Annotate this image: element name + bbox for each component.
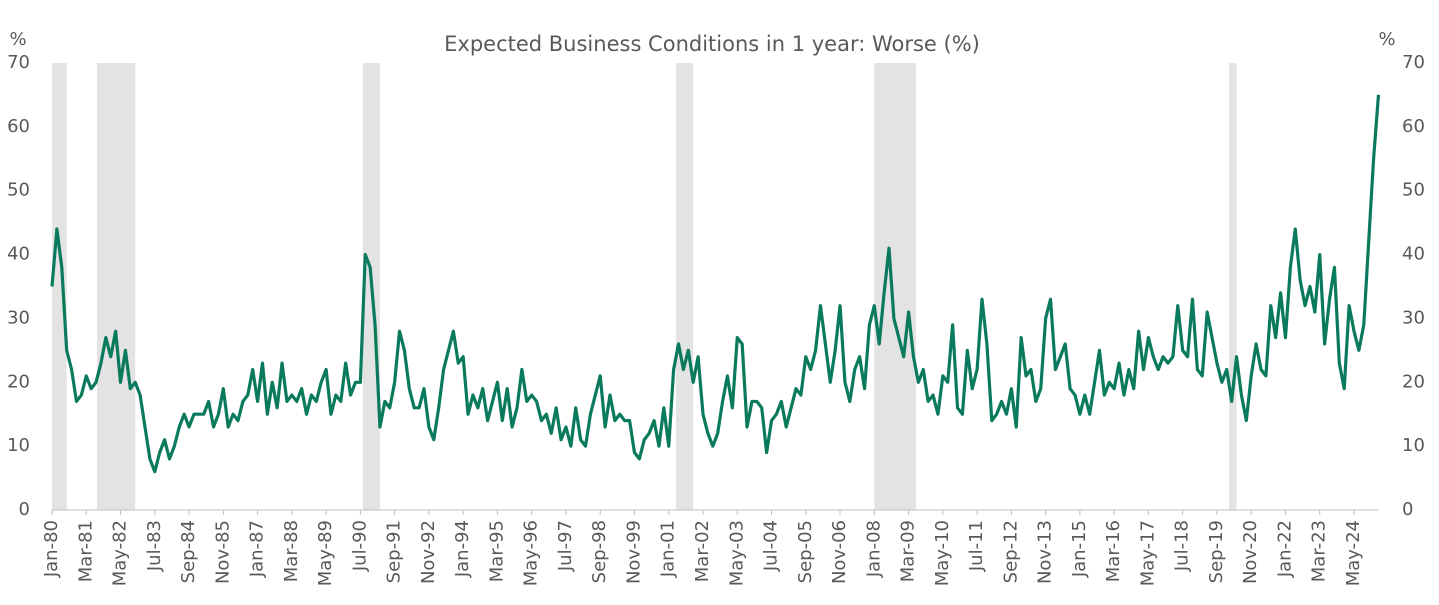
y2-tick-label: 70 (1402, 52, 1425, 73)
y-tick-label: 60 (7, 116, 30, 137)
x-tick-label: Sep-98 (589, 520, 610, 583)
x-tick-label: Jul-97 (555, 520, 576, 572)
x-tick-label: Jan-94 (452, 520, 473, 578)
x-tick-label: Nov-06 (829, 520, 850, 584)
x-tick-label: Sep-05 (795, 520, 816, 583)
x-tick-label: Jul-83 (144, 520, 165, 572)
shaded-period (97, 63, 136, 510)
y-tick-label: 50 (7, 180, 30, 201)
x-tick-label: Sep-91 (384, 520, 405, 583)
y-tick-label: 10 (7, 435, 30, 456)
y2-tick-label: 10 (1402, 435, 1425, 456)
data-line (50, 94, 1381, 474)
x-tick-label: Nov-92 (418, 520, 439, 584)
x-tick-label: Mar-09 (898, 520, 919, 582)
y2-tick-label: 50 (1402, 180, 1425, 201)
x-tick-label: Mar-23 (1309, 520, 1330, 582)
shaded-period (1229, 63, 1237, 510)
x-tick-label: Mar-16 (1103, 520, 1124, 582)
x-tick-label: Jan-08 (863, 520, 884, 578)
y-axis-label: % (9, 29, 26, 50)
shaded-period (676, 63, 694, 510)
x-tick-label: May-10 (932, 520, 953, 586)
x-tick-label: Mar-02 (692, 520, 713, 582)
x-tick-label: Jul-18 (1172, 520, 1193, 572)
y-tick-label: 40 (7, 244, 30, 265)
x-tick-label: Jul-90 (349, 520, 370, 572)
x-tick-label: May-24 (1343, 520, 1364, 586)
x-tick-label: Mar-81 (75, 520, 96, 582)
y-tick-label: 30 (7, 307, 30, 328)
x-tick-label: May-17 (1137, 520, 1158, 586)
x-tick-label: Jan-22 (1274, 520, 1295, 578)
shaded-period (52, 63, 67, 510)
x-tick-label: Nov-20 (1240, 520, 1261, 584)
x-tick-label: Sep-84 (178, 520, 199, 583)
y2-tick-label: 30 (1402, 307, 1425, 328)
x-tick-label: May-03 (726, 520, 747, 586)
x-tick-label: May-82 (110, 520, 131, 586)
x-tick-label: Nov-99 (623, 520, 644, 584)
x-tick-label: Sep-12 (1000, 520, 1021, 583)
x-tick-label: May-89 (315, 520, 336, 586)
x-tick-label: Jan-87 (247, 520, 268, 578)
x-tick-label: Nov-13 (1035, 520, 1056, 584)
shaded-period (874, 63, 916, 510)
y-tick-label: 20 (7, 371, 30, 392)
x-tick-label: Jan-01 (658, 520, 679, 578)
x-tick-label: Mar-88 (281, 520, 302, 582)
x-tick-label: Mar-95 (486, 520, 507, 582)
y2-tick-label: 60 (1402, 116, 1425, 137)
x-tick-label: Nov-85 (212, 520, 233, 584)
y2-tick-label: 20 (1402, 371, 1425, 392)
x-tick-label: Jan-15 (1069, 520, 1090, 578)
y2-tick-label: 0 (1402, 499, 1413, 520)
y-tick-label: 70 (7, 52, 30, 73)
x-tick-label: May-96 (521, 520, 542, 586)
x-tick-label: Jul-11 (966, 520, 987, 572)
x-tick-label: Sep-19 (1206, 520, 1227, 583)
y-tick-label: 0 (19, 499, 30, 520)
y2-tick-label: 40 (1402, 244, 1425, 265)
x-tick-label: Jan-80 (41, 520, 62, 578)
chart-title: Expected Business Conditions in 1 year: … (444, 32, 980, 56)
x-tick-label: Jul-04 (761, 520, 782, 572)
y2-axis-label: % (1378, 29, 1395, 50)
